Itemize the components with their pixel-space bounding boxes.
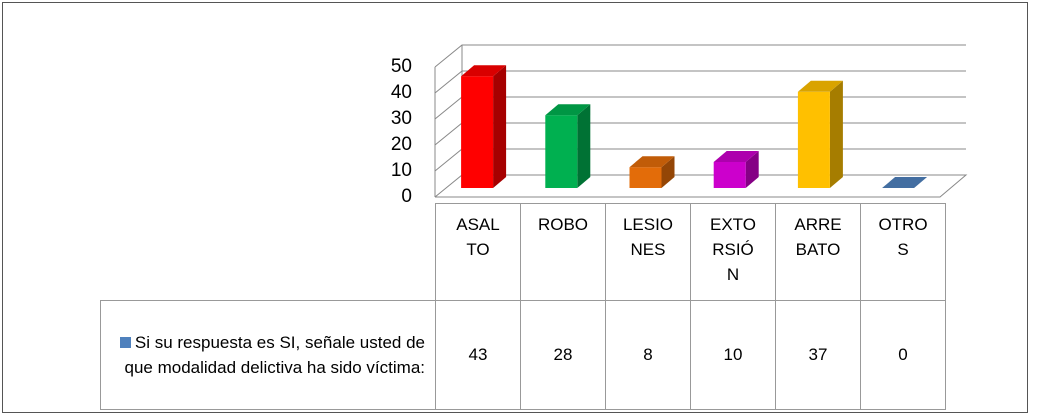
chart-frame [2,2,1028,413]
category-cell: OTROS [860,203,946,301]
value-cell: 0 [860,300,946,410]
value-cell: 28 [520,300,606,410]
bar-side [745,151,759,188]
category-cell: ARREBATO [775,203,861,301]
grid-line [434,44,966,68]
legend-cell: Si su respuesta es SI, señale usted de q… [100,300,436,410]
grid-line [434,70,966,94]
y-tick-label: 50 [391,56,412,77]
grid-line [434,148,966,172]
y-tick-label: 30 [391,108,412,129]
category-label: ROBO [537,215,589,234]
bar-side [577,104,591,188]
table-corner [100,203,436,301]
bar-top [629,156,675,168]
category-cell: ASALTO [435,203,521,301]
bar [797,91,830,188]
data-table: ASALTO ROBO LESIONES EXTORSIÓN ARREBATO OTROS… [100,203,946,410]
grid-line [434,96,966,120]
category-label: EXTORSIÓN [710,215,756,284]
bar-side [661,156,675,188]
category-cell: EXTORSIÓN [690,203,776,301]
bar-side [829,80,843,188]
legend-label: Si su respuesta es SI, señale usted de q… [124,333,426,377]
grid-line [434,122,966,146]
category-label: ASALTO [456,215,500,259]
y-tick-label: 10 [391,160,412,181]
bar [629,167,662,188]
y-tick-label: 40 [391,82,412,103]
value-cell: 37 [775,300,861,410]
category-label: OTROS [878,215,928,259]
bar-side [493,65,507,188]
value-cell: 10 [690,300,776,410]
y-tick-label: 0 [401,186,412,207]
category-label: ARREBATO [794,215,842,259]
category-cell: ROBO [520,203,606,301]
bar-top [797,80,843,92]
bar [461,76,494,188]
category-cell: LESIONES [605,203,691,301]
y-tick-label: 20 [391,134,412,155]
value-cell: 8 [605,300,691,410]
bar-top [882,177,928,188]
bar-top [713,151,759,162]
bar [545,115,578,188]
bar [713,162,746,188]
value-cell: 43 [435,300,521,410]
bar-top [545,104,591,116]
legend-key [119,337,131,348]
bar-top [461,65,507,77]
category-label: LESIONES [622,215,674,259]
